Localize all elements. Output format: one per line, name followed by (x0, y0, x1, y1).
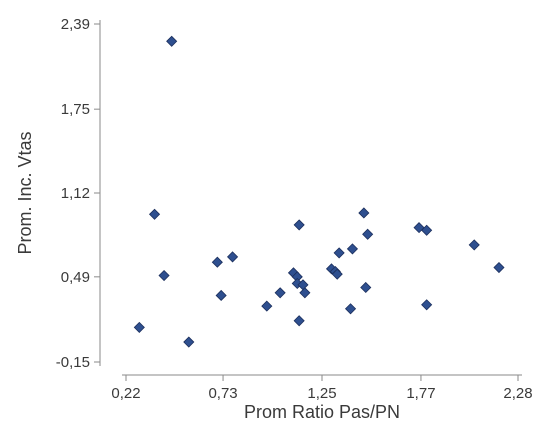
data-point (346, 243, 359, 255)
data-point (293, 315, 305, 327)
x-tick-label: 0,22 (111, 385, 140, 402)
data-point (344, 303, 357, 315)
data-point (226, 251, 239, 263)
data-point (148, 208, 161, 220)
y-tick-label: 1,75 (61, 101, 90, 118)
data-point (133, 321, 145, 333)
x-tick-labels: 0,22 0,73 1,25 1,77 2,28 (111, 385, 532, 402)
data-points (133, 35, 505, 348)
data-point (183, 336, 195, 348)
data-point (274, 287, 286, 299)
y-tick-label: -0,15 (56, 354, 90, 371)
data-point (293, 219, 305, 231)
y-tick-label: 0,49 (61, 269, 90, 286)
data-point (166, 35, 178, 47)
y-tick-label: 1,12 (61, 185, 90, 202)
data-point (333, 247, 345, 259)
data-point (421, 224, 433, 236)
data-point (493, 261, 505, 274)
y-tick-label: 2,39 (61, 16, 90, 33)
data-point (158, 269, 170, 282)
y-tick-labels: -0,15 0,49 1,12 1,75 2,39 (56, 16, 90, 371)
data-point (211, 256, 223, 268)
x-tick-label: 1,25 (307, 385, 336, 402)
x-tick-label: 0,73 (208, 385, 237, 402)
data-point (331, 268, 343, 280)
data-point (468, 239, 480, 251)
axis-ticks (94, 23, 519, 381)
x-tick-label: 1,77 (406, 385, 435, 402)
x-tick-label: 2,28 (503, 385, 532, 402)
data-point (360, 281, 372, 294)
data-point (358, 207, 370, 219)
y-axis-title: Prom. Inc. Vtas (15, 131, 35, 254)
data-point (421, 299, 433, 311)
data-point (362, 228, 374, 240)
data-point (261, 300, 273, 312)
data-point (299, 287, 311, 299)
data-point (215, 289, 227, 302)
x-axis-title: Prom Ratio Pas/PN (244, 402, 400, 422)
